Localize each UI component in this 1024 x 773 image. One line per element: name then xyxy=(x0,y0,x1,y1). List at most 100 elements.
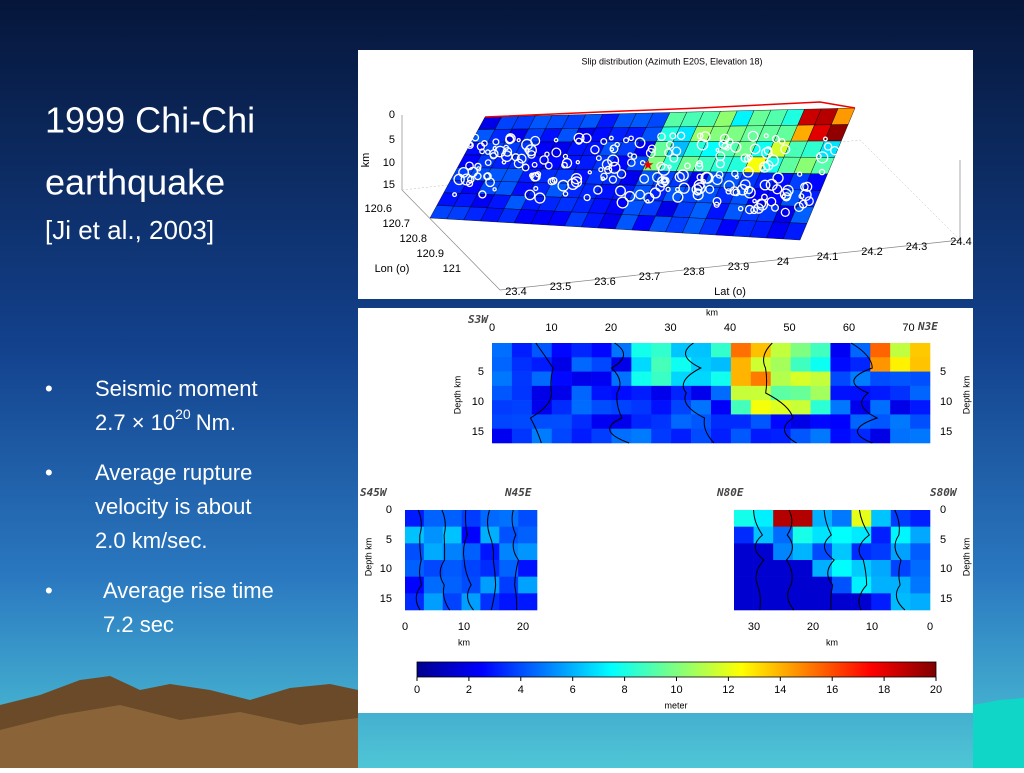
figure-title: Slip distribution (Azimuth E20S, Elevati… xyxy=(581,56,762,66)
slip-cell xyxy=(910,428,931,444)
aftershock xyxy=(771,134,780,143)
aftershock xyxy=(524,147,530,153)
slip-cell xyxy=(551,428,572,444)
aftershock xyxy=(524,189,536,201)
slip-cell xyxy=(518,510,538,527)
slip-cell xyxy=(611,400,632,415)
slip-cell xyxy=(790,400,811,415)
aftershock xyxy=(647,144,657,154)
lat-tick: 24.1 xyxy=(817,251,838,263)
depth-tick: 15 xyxy=(380,593,392,605)
depth-tick: 10 xyxy=(380,563,392,575)
contour xyxy=(529,342,554,444)
slip-cell xyxy=(671,371,692,387)
aftershock xyxy=(527,150,536,159)
slip-cell xyxy=(810,414,831,430)
slip-cell xyxy=(810,400,831,415)
slip-cell xyxy=(571,428,592,444)
slip-cell xyxy=(691,400,712,415)
slip-cell xyxy=(910,371,931,387)
slip-cell xyxy=(810,385,831,401)
x-tick: 70 xyxy=(902,322,914,334)
aftershock xyxy=(639,160,646,166)
slip-cell xyxy=(830,343,851,358)
slip-cell xyxy=(671,400,692,415)
aftershock xyxy=(639,173,650,184)
slip-cell xyxy=(832,560,852,577)
aftershock xyxy=(759,179,771,191)
slip-cell xyxy=(890,343,911,358)
slip-cell xyxy=(651,400,672,415)
aftershock xyxy=(484,149,491,155)
depth-tick: 10 xyxy=(940,396,952,408)
slip-cell xyxy=(870,371,891,387)
slip-cell xyxy=(442,526,462,544)
slip-cell xyxy=(773,526,794,544)
slip-cell xyxy=(910,593,931,611)
slip-cell xyxy=(832,543,852,561)
aftershock xyxy=(587,170,593,175)
aftershock xyxy=(715,147,720,153)
slip-cell xyxy=(792,576,813,594)
slip-cell xyxy=(790,357,811,372)
aftershock xyxy=(740,153,750,163)
aftershock xyxy=(761,147,773,159)
aftershock xyxy=(730,141,742,153)
slip-cell xyxy=(910,510,931,527)
slip-cell xyxy=(890,428,911,444)
slip-cell xyxy=(631,400,652,415)
bullet-text: velocity is about xyxy=(95,494,252,519)
aftershock xyxy=(616,169,627,179)
slip-cell xyxy=(591,428,612,444)
x-tick: 10 xyxy=(866,621,878,633)
bullet-text: 7.2 sec xyxy=(103,612,174,637)
aftershock xyxy=(452,192,458,198)
slip-cell xyxy=(571,385,592,401)
slip-cell xyxy=(870,428,891,444)
aftershock xyxy=(492,145,498,151)
aftershock xyxy=(763,133,769,139)
depth-tick: 10 xyxy=(472,396,484,408)
slip-cell xyxy=(511,357,533,372)
slip-cell xyxy=(492,414,513,430)
aftershock xyxy=(737,205,744,212)
aftershock xyxy=(732,188,741,197)
x-tick: 30 xyxy=(664,322,676,334)
aftershock xyxy=(513,158,524,169)
depth-tick: 10 xyxy=(383,157,395,169)
lat-tick: 24.3 xyxy=(906,241,927,253)
slip-cell xyxy=(518,543,538,561)
slip-cell xyxy=(461,543,481,561)
aftershock xyxy=(747,130,759,142)
slip-cell xyxy=(830,400,851,415)
x-tick: 20 xyxy=(517,621,529,633)
depth-tick: 15 xyxy=(472,426,484,438)
slip-cell xyxy=(871,526,892,544)
slip-cell xyxy=(423,526,444,544)
slip-cell xyxy=(480,560,500,577)
slip-cell xyxy=(480,510,500,527)
slip-cell xyxy=(691,414,712,430)
aftershock xyxy=(614,141,620,148)
slip-cell xyxy=(730,385,752,401)
depth-tick: 5 xyxy=(478,366,484,378)
slip-cell xyxy=(591,400,612,415)
depth-tick: 0 xyxy=(389,109,395,121)
aftershock xyxy=(694,162,704,172)
slip-cell xyxy=(734,526,754,544)
aftershock xyxy=(608,175,618,184)
slip-cell xyxy=(691,357,712,372)
aftershock xyxy=(466,141,474,149)
slip-cell xyxy=(832,576,852,594)
aftershock xyxy=(575,159,581,165)
aftershock xyxy=(715,151,726,162)
end-label: N80E xyxy=(716,486,744,499)
slip-cell xyxy=(499,560,519,577)
slip-cell xyxy=(405,560,425,577)
slip-cell xyxy=(730,428,752,444)
x-tick: 0 xyxy=(927,621,933,633)
slip-cell xyxy=(492,400,513,415)
slip-cell xyxy=(730,400,752,415)
aftershock xyxy=(627,152,633,158)
aftershock xyxy=(466,179,474,188)
